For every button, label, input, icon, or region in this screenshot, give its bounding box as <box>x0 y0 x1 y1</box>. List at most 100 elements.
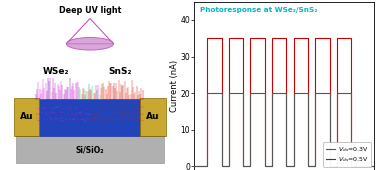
Text: WSe₂: WSe₂ <box>43 67 70 76</box>
$V_{ds}$=0.3V <box>226 165 231 167</box>
$V_{ds}$=0.5V <box>205 37 209 39</box>
Bar <box>16 99 164 136</box>
$V_{ds}$=0.5V <box>241 165 246 167</box>
$V_{ds}$=0.3V <box>226 165 231 167</box>
$V_{ds}$=0.5V <box>248 37 253 39</box>
$V_{ds}$=0.5V <box>270 165 274 167</box>
$V_{ds}$=0.5V <box>248 165 253 167</box>
$V_{ds}$=0.5V <box>226 37 231 39</box>
$V_{ds}$=0.5V <box>263 165 267 167</box>
$V_{ds}$=0.5V <box>241 165 246 167</box>
$V_{ds}$=0.5V <box>291 165 296 167</box>
$V_{ds}$=0.3V <box>219 165 224 167</box>
Text: Si/SiO₂: Si/SiO₂ <box>76 145 104 154</box>
$V_{ds}$=0.3V <box>349 92 353 94</box>
Bar <box>16 136 164 163</box>
$V_{ds}$=0.3V <box>291 92 296 94</box>
$V_{ds}$=0.5V <box>248 165 253 167</box>
$V_{ds}$=0.3V <box>219 165 224 167</box>
$V_{ds}$=0.5V <box>372 165 376 167</box>
$V_{ds}$=0.5V <box>205 165 209 167</box>
$V_{ds}$=0.3V <box>335 165 339 167</box>
$V_{ds}$=0.3V <box>241 92 246 94</box>
$V_{ds}$=0.5V <box>270 165 274 167</box>
$V_{ds}$=0.3V <box>241 165 246 167</box>
Line: $V_{ds}$=0.5V: $V_{ds}$=0.5V <box>194 38 374 166</box>
$V_{ds}$=0.3V <box>192 165 197 167</box>
$V_{ds}$=0.5V <box>226 165 231 167</box>
$V_{ds}$=0.3V <box>205 165 209 167</box>
Text: Photoresponse at WSe₂/SnS₂: Photoresponse at WSe₂/SnS₂ <box>200 7 317 13</box>
$V_{ds}$=0.3V <box>263 165 267 167</box>
$V_{ds}$=0.3V <box>349 165 353 167</box>
$V_{ds}$=0.5V <box>306 37 310 39</box>
$V_{ds}$=0.3V <box>306 92 310 94</box>
Text: Deep UV light: Deep UV light <box>59 6 121 15</box>
$V_{ds}$=0.3V <box>205 165 209 167</box>
$V_{ds}$=0.5V <box>335 165 339 167</box>
$V_{ds}$=0.5V <box>306 165 310 167</box>
$V_{ds}$=0.5V <box>192 165 197 167</box>
$V_{ds}$=0.3V <box>313 92 318 94</box>
$V_{ds}$=0.3V <box>327 92 332 94</box>
$V_{ds}$=0.3V <box>284 165 289 167</box>
$V_{ds}$=0.5V <box>219 37 224 39</box>
$V_{ds}$=0.3V <box>270 92 274 94</box>
$V_{ds}$=0.3V <box>372 165 376 167</box>
$V_{ds}$=0.3V <box>263 165 267 167</box>
$V_{ds}$=0.3V <box>327 165 332 167</box>
Legend: $V_{ds}$=0.3V, $V_{ds}$=0.5V: $V_{ds}$=0.3V, $V_{ds}$=0.5V <box>323 142 371 167</box>
$V_{ds}$=0.5V <box>226 165 231 167</box>
$V_{ds}$=0.3V <box>248 165 253 167</box>
$V_{ds}$=0.5V <box>263 165 267 167</box>
$V_{ds}$=0.3V <box>248 92 253 94</box>
$V_{ds}$=0.3V <box>205 92 209 94</box>
$V_{ds}$=0.5V <box>313 37 318 39</box>
$V_{ds}$=0.5V <box>205 165 209 167</box>
$V_{ds}$=0.5V <box>291 165 296 167</box>
$V_{ds}$=0.5V <box>335 165 339 167</box>
$V_{ds}$=0.3V <box>291 165 296 167</box>
$V_{ds}$=0.3V <box>349 165 353 167</box>
Text: SnS₂: SnS₂ <box>108 67 132 76</box>
$V_{ds}$=0.5V <box>306 165 310 167</box>
$V_{ds}$=0.5V <box>284 37 289 39</box>
$V_{ds}$=0.5V <box>270 37 274 39</box>
$V_{ds}$=0.3V <box>306 165 310 167</box>
$V_{ds}$=0.5V <box>241 37 246 39</box>
$V_{ds}$=0.5V <box>284 165 289 167</box>
$V_{ds}$=0.3V <box>241 165 246 167</box>
$V_{ds}$=0.3V <box>313 165 318 167</box>
Y-axis label: Current (nA): Current (nA) <box>170 60 179 112</box>
$V_{ds}$=0.5V <box>349 37 353 39</box>
$V_{ds}$=0.5V <box>349 165 353 167</box>
$V_{ds}$=0.5V <box>327 165 332 167</box>
$V_{ds}$=0.3V <box>327 165 332 167</box>
$V_{ds}$=0.3V <box>291 165 296 167</box>
$V_{ds}$=0.3V <box>284 165 289 167</box>
$V_{ds}$=0.3V <box>270 165 274 167</box>
$V_{ds}$=0.5V <box>284 165 289 167</box>
$V_{ds}$=0.3V <box>263 92 267 94</box>
FancyBboxPatch shape <box>14 98 39 136</box>
$V_{ds}$=0.5V <box>327 165 332 167</box>
$V_{ds}$=0.3V <box>335 92 339 94</box>
$V_{ds}$=0.3V <box>335 165 339 167</box>
$V_{ds}$=0.5V <box>327 37 332 39</box>
$V_{ds}$=0.5V <box>313 165 318 167</box>
Line: $V_{ds}$=0.3V: $V_{ds}$=0.3V <box>194 93 374 166</box>
$V_{ds}$=0.3V <box>313 165 318 167</box>
$V_{ds}$=0.5V <box>263 37 267 39</box>
$V_{ds}$=0.3V <box>248 165 253 167</box>
Ellipse shape <box>67 37 113 50</box>
Text: Au: Au <box>20 113 34 122</box>
Text: Au: Au <box>146 113 160 122</box>
$V_{ds}$=0.5V <box>219 165 224 167</box>
$V_{ds}$=0.5V <box>219 165 224 167</box>
$V_{ds}$=0.3V <box>270 165 274 167</box>
FancyBboxPatch shape <box>141 98 166 136</box>
$V_{ds}$=0.3V <box>219 92 224 94</box>
$V_{ds}$=0.3V <box>306 165 310 167</box>
$V_{ds}$=0.3V <box>284 92 289 94</box>
$V_{ds}$=0.5V <box>291 37 296 39</box>
